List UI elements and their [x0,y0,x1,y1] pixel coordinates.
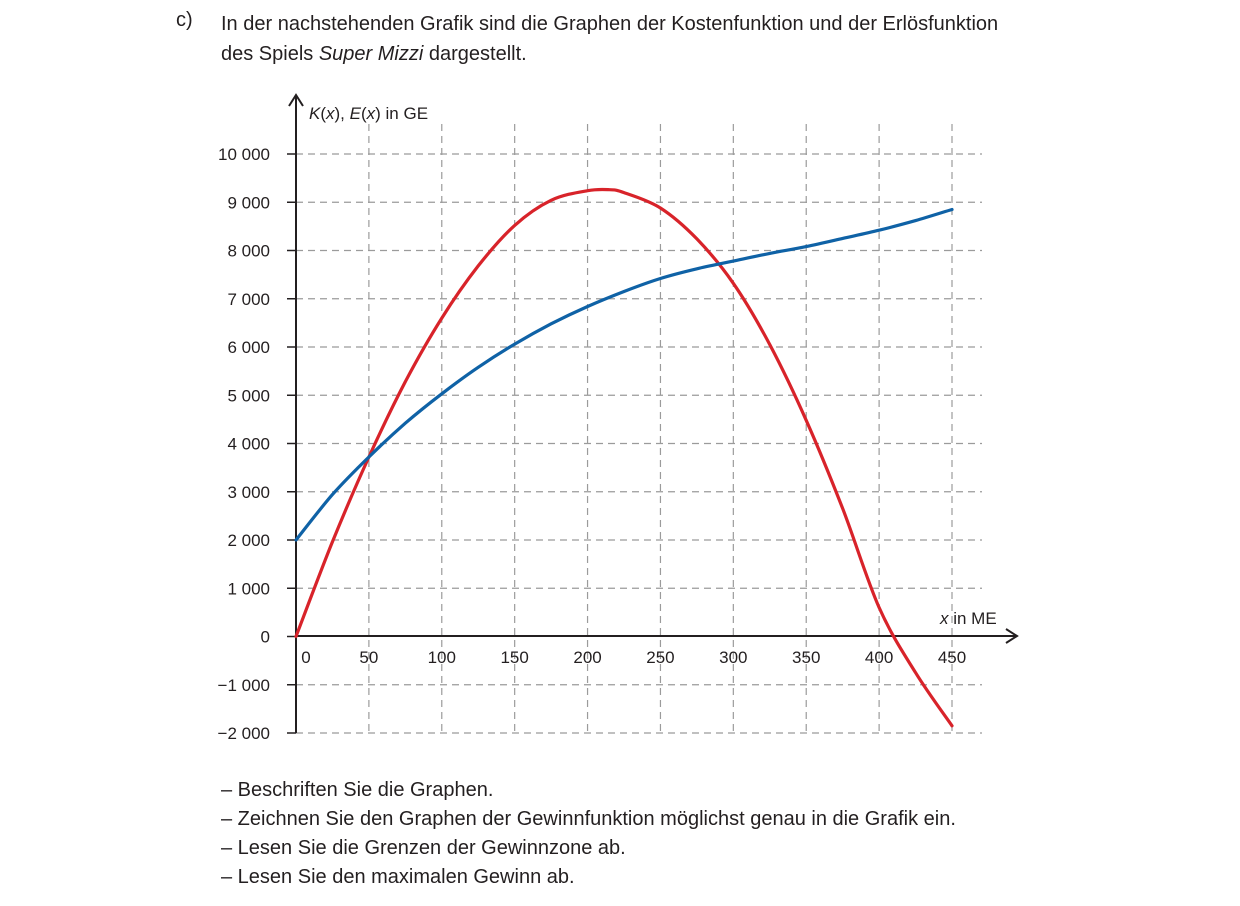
y-axis-arrow [288,93,304,107]
series [294,187,954,728]
y-tick-label: 1 000 [227,579,270,598]
task-label: c) [176,9,193,31]
y-label-part-2: x [325,104,335,123]
y-label-part-7: ) in GE [375,104,428,123]
y-label-part-0: K [309,104,321,123]
y-tick-label: −2 000 [218,724,270,743]
ticks: −2 000 −1 000 0 1 000 2 000 3 000 4 000 5 000 6 … [218,145,967,743]
intro-line-2: des Spiels Super Mizzi dargestellt. [221,39,1121,69]
instruction-item: – Lesen Sie den maximalen Gewinn ab. [221,866,575,888]
instruction-item: – Beschriften Sie die Graphen. [221,779,494,801]
y-tick-label: 5 000 [227,386,270,405]
y-tick-label: 2 000 [227,531,270,550]
cost-curve [294,207,954,542]
y-label-part-1: ( [320,104,326,123]
x-tick-label: 50 [359,648,378,667]
x-tick-label: 350 [792,648,820,667]
x-tick-label: 300 [719,648,747,667]
y-tick-label: 7 000 [227,290,270,309]
y-label-part-4: E [350,104,362,123]
y-label-part-6: x [366,104,376,123]
intro-post: dargestellt. [423,43,527,65]
x-axis-arrow [1005,628,1019,644]
instruction-item: – Lesen Sie die Grenzen der Gewinnzone a… [221,837,626,859]
x-tick-label: 250 [646,648,674,667]
x-tick-label: 100 [428,648,456,667]
x-tick-label: 0 [301,648,310,667]
x-tick-label: 450 [938,648,966,667]
x-axis-label: x in ME [939,609,997,628]
x-label-part-1: in ME [949,609,997,628]
x-tick-label: 200 [573,648,601,667]
task-intro: In der nachstehenden Grafik sind die Gra… [221,9,1121,69]
y-label-part-5: ( [361,104,367,123]
game-title: Super Mizzi [318,43,424,65]
y-axis-label: K(x), E(x) in GE [309,104,428,123]
revenue-curve [294,187,954,728]
y-tick-label: −1 000 [218,676,270,695]
y-tick-label: 9 000 [227,193,270,212]
x-label-part-0: x [939,609,949,628]
y-tick-label: 4 000 [227,435,270,454]
intro-pre: des Spiels [221,43,319,65]
intro-line-1: In der nachstehenden Grafik sind die Gra… [221,13,999,35]
instruction-item: – Zeichnen Sie den Graphen der Gewinnfun… [221,808,956,830]
instruction-list: – Beschriften Sie die Graphen. – Zeichne… [221,776,956,892]
y-tick-label: 0 [261,628,270,647]
axes [288,93,1019,733]
y-tick-label: 6 000 [227,338,270,357]
x-tick-label: 400 [865,648,893,667]
grid [296,124,982,734]
y-tick-label: 3 000 [227,483,270,502]
x-tick-label: 150 [500,648,528,667]
y-tick-label: 8 000 [227,242,270,261]
y-label-part-3: ), [335,104,350,123]
y-tick-label: 10 000 [218,145,270,164]
